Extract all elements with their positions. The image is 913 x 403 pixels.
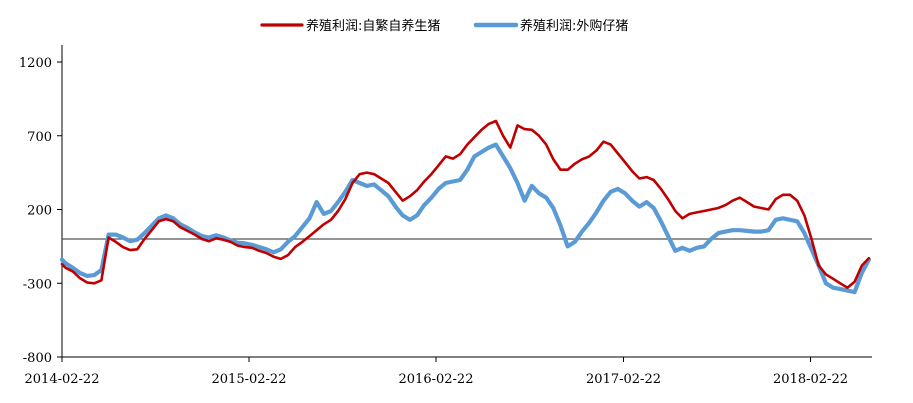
y-tick-label: 700: [27, 130, 52, 145]
series-layer: [59, 119, 871, 295]
y-tick-label: 1200: [19, 56, 52, 71]
x-tick-label: 2016-02-22: [399, 372, 474, 387]
x-tick-label: 2014-02-22: [25, 372, 100, 387]
y-axis: 1200 700 200 -300 -800: [19, 45, 63, 366]
x-axis: 2014-02-22 2015-02-22 2016-02-22 2017-02-22…: [25, 356, 872, 387]
y-tick-label: -800: [23, 351, 52, 366]
chart-legend: 养殖利润:自繁自养生猪 养殖利润:外购仔猪: [260, 18, 628, 34]
y-tick-label: -300: [23, 277, 52, 292]
series-line-2: [59, 142, 871, 295]
legend-label-series-1: 养殖利润:自繁自养生猪: [306, 18, 440, 34]
x-tick-label: 2018-02-22: [773, 372, 848, 387]
x-tick-label: 2017-02-22: [586, 372, 661, 387]
x-tick-label: 2015-02-22: [212, 372, 287, 387]
legend-label-series-2: 养殖利润:外购仔猪: [520, 18, 628, 34]
y-tick-label: 200: [27, 204, 52, 219]
series-line-1: [60, 119, 871, 289]
